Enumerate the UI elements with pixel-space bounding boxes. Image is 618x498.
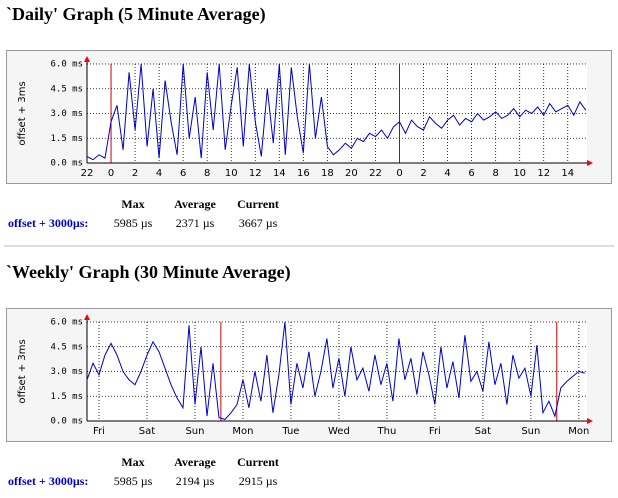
stats-row-label: offset + 3000µs: xyxy=(8,474,88,488)
y-axis-label: offset + 3ms xyxy=(17,339,28,403)
x-tick-label: 8 xyxy=(492,168,498,179)
stats-header: Average xyxy=(174,455,216,469)
stats-header: Max xyxy=(121,455,144,469)
x-tick-label: 12 xyxy=(249,168,262,179)
axis-arrow xyxy=(587,160,593,166)
data-line xyxy=(86,63,587,161)
y-tick-label: 3.0 ms xyxy=(50,109,83,119)
x-tick-label: Sat xyxy=(139,426,155,437)
y-tick-label: 3.0 ms xyxy=(50,367,83,377)
stats-header: Average xyxy=(174,197,216,211)
axis-arrow xyxy=(587,418,593,424)
stats-header: Current xyxy=(237,455,279,469)
stats-value: 5985 µs xyxy=(114,216,153,230)
y-tick-label: 6.0 ms xyxy=(50,60,83,70)
axis-arrow xyxy=(84,56,90,62)
y-tick-label: 6.0 ms xyxy=(50,318,83,328)
stats-value: 2915 µs xyxy=(239,474,278,488)
x-tick-label: 0 xyxy=(108,168,114,179)
chart-title: `Weekly' Graph (30 Minute Average) xyxy=(6,262,291,283)
y-tick-label: 1.5 ms xyxy=(50,134,83,144)
y-tick-label: 4.5 ms xyxy=(50,342,83,352)
x-tick-label: 10 xyxy=(513,168,526,179)
x-tick-label: 22 xyxy=(81,168,94,179)
x-tick-label: 6 xyxy=(180,168,186,179)
x-tick-label: 8 xyxy=(204,168,210,179)
x-tick-label: 12 xyxy=(537,168,550,179)
x-tick-label: 0 xyxy=(396,168,402,179)
x-tick-label: Sun xyxy=(521,426,540,437)
stats-value: 2371 µs xyxy=(176,216,215,230)
x-tick-label: 6 xyxy=(468,168,474,179)
y-axis-label: offset + 3ms xyxy=(17,81,28,145)
stats-value: 2194 µs xyxy=(176,474,215,488)
x-tick-label: 20 xyxy=(345,168,358,179)
stats-header: Current xyxy=(237,197,279,211)
x-tick-label: Mon xyxy=(232,426,253,437)
stats-header: Max xyxy=(121,197,144,211)
y-tick-label: 4.5 ms xyxy=(50,84,83,94)
x-tick-label: Wed xyxy=(328,426,350,437)
x-tick-label: 10 xyxy=(225,168,238,179)
x-tick-label: Tue xyxy=(281,426,299,437)
stats-row-label: offset + 3000µs: xyxy=(8,216,88,230)
data-line xyxy=(86,321,585,420)
x-tick-label: Fri xyxy=(429,426,441,437)
x-tick-label: 16 xyxy=(297,168,310,179)
x-tick-label: Sun xyxy=(185,426,204,437)
x-tick-label: Sat xyxy=(475,426,491,437)
x-tick-label: Fri xyxy=(93,426,105,437)
y-tick-label: 0.0 ms xyxy=(50,417,83,427)
y-tick-label: 1.5 ms xyxy=(50,392,83,402)
y-tick-label: 0.0 ms xyxy=(50,159,83,169)
x-tick-label: 22 xyxy=(369,168,382,179)
x-tick-label: 14 xyxy=(561,168,574,179)
x-tick-label: 4 xyxy=(156,168,162,179)
x-tick-label: 2 xyxy=(132,168,138,179)
chart-title: `Daily' Graph (5 Minute Average) xyxy=(6,4,266,25)
axis-arrow xyxy=(84,314,90,320)
x-tick-label: 4 xyxy=(444,168,450,179)
x-tick-label: Mon xyxy=(568,426,589,437)
stats-value: 3667 µs xyxy=(239,216,278,230)
stats-value: 5985 µs xyxy=(114,474,153,488)
x-tick-label: 14 xyxy=(273,168,286,179)
x-tick-label: Thu xyxy=(377,426,397,437)
x-tick-label: 18 xyxy=(321,168,334,179)
x-tick-label: 2 xyxy=(420,168,426,179)
